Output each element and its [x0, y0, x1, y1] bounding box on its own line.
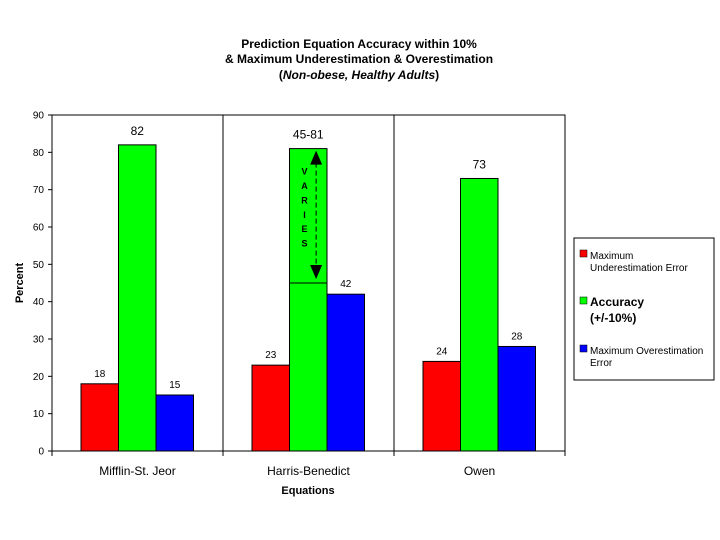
- bar-underestimation: [251, 364, 290, 452]
- data-label-underestimation: 23: [265, 350, 277, 361]
- data-label-overestimation: 15: [169, 380, 181, 391]
- varies-arrow-down: [310, 265, 323, 279]
- chart-subtitle-prefix: (: [279, 68, 283, 82]
- data-label-accuracy: 73: [473, 157, 487, 171]
- y-tick-label: 80: [33, 148, 45, 159]
- legend-label-underestimation-line-2: Underestimation Error: [590, 263, 688, 274]
- y-tick-label: 40: [33, 297, 45, 308]
- y-tick-label: 90: [33, 111, 45, 122]
- y-tick-label: 0: [38, 447, 44, 458]
- y-tick-label: 70: [33, 185, 45, 196]
- y-tick-label: 50: [33, 260, 45, 271]
- data-label-overestimation: 42: [340, 279, 352, 290]
- data-label-underestimation: 18: [94, 369, 106, 380]
- varies-arrow-up: [310, 150, 323, 165]
- chart-subtitle: (Non-obese, Healthy Adults): [279, 68, 439, 82]
- bar-overestimation: [155, 394, 194, 452]
- bar-overestimation: [326, 293, 365, 452]
- varies-letter: V: [301, 167, 307, 177]
- chart-subtitle-suffix: ): [435, 68, 439, 82]
- data-label-accuracy: 45-81: [293, 128, 324, 142]
- legend-swatch-underestimation: [579, 249, 588, 258]
- data-label-accuracy: 82: [131, 124, 145, 138]
- y-tick-label: 10: [33, 409, 45, 420]
- bar-accuracy: [289, 148, 328, 452]
- data-label-overestimation: 28: [511, 331, 523, 342]
- y-axis-title: Percent: [14, 262, 26, 303]
- legend-box: [573, 237, 715, 381]
- bar-underestimation: [422, 360, 461, 452]
- data-labels-layer: 18 23 24 82 45-81 73 15 42 28: [94, 124, 523, 391]
- legend-swatch-accuracy: [579, 296, 588, 305]
- y-tick-label: 20: [33, 372, 45, 383]
- chart-subtitle-italic: Non-obese, Healthy Adults: [283, 68, 436, 82]
- legend: Maximum Underestimation Error Accuracy (…: [573, 237, 715, 381]
- bar-accuracy: [460, 177, 499, 452]
- legend-label-overestimation-line-2: Error: [590, 358, 613, 369]
- bar-accuracy: [118, 144, 157, 452]
- axis-layer: 0 10 20 30 40 50 60 70 80 90 Mifflin-St. Jeor Harri…: [33, 111, 566, 478]
- bar-overestimation: [497, 345, 536, 452]
- x-tick-label: Harris-Benedict: [267, 464, 350, 478]
- x-tick-label: Owen: [464, 464, 495, 478]
- legend-swatch-overestimation: [579, 344, 588, 353]
- legend-label-underestimation-line-1: Maximum: [590, 251, 633, 262]
- legend-label-accuracy-line-2: (+/-10%): [590, 311, 636, 325]
- x-tick-label: Mifflin-St. Jeor: [99, 464, 175, 478]
- varies-letter: E: [301, 224, 307, 234]
- y-tick-label: 30: [33, 335, 45, 346]
- varies-letter: A: [301, 181, 308, 191]
- bars-layer: [80, 144, 536, 452]
- chart-title-line-2: & Maximum Underestimation & Overestimati…: [225, 52, 493, 66]
- y-tick-label: 60: [33, 223, 45, 234]
- chart-title-line-1: Prediction Equation Accuracy within 10%: [241, 37, 477, 51]
- legend-label-overestimation-line-1: Maximum Overestimation: [590, 346, 703, 357]
- data-label-underestimation: 24: [436, 346, 448, 357]
- x-axis-title: Equations: [281, 485, 334, 497]
- legend-label-accuracy-line-1: Accuracy: [590, 295, 644, 309]
- varies-letter: S: [301, 239, 307, 249]
- bar-underestimation: [80, 383, 119, 452]
- varies-letter: R: [301, 195, 308, 205]
- grid-layer: [222, 115, 395, 451]
- varies-letter: I: [303, 210, 306, 220]
